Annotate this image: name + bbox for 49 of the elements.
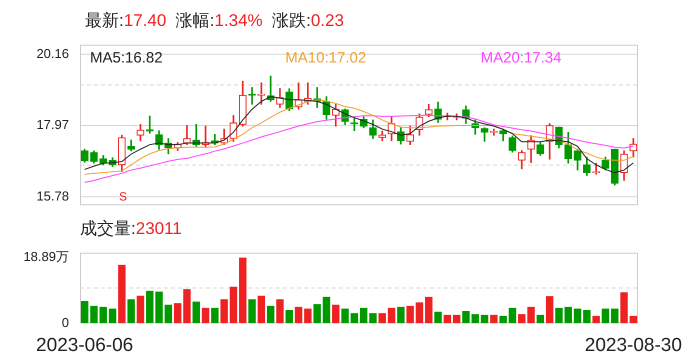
- annotation: S: [118, 190, 128, 204]
- bar: [127, 299, 135, 324]
- bar: [602, 308, 610, 324]
- chart-title: 成交量:23011: [80, 219, 182, 238]
- text: MA10:17.02: [285, 49, 366, 66]
- bar: [434, 312, 442, 324]
- bar: [490, 314, 498, 324]
- y-tick-label: 15.78: [36, 188, 69, 204]
- bar: [527, 306, 535, 324]
- bar: [118, 264, 126, 324]
- bar: [108, 308, 116, 324]
- bar: [480, 314, 488, 324]
- bar: [248, 299, 256, 324]
- bar: [592, 316, 600, 324]
- y-tick-label: 0: [62, 314, 69, 330]
- bar: [536, 314, 544, 324]
- bar: [555, 308, 563, 324]
- bar: [136, 296, 144, 324]
- chart-title: 最新:17.40 涨幅:1.34% 涨跌:0.23: [85, 11, 344, 30]
- bar: [276, 299, 284, 324]
- bar: [332, 304, 340, 324]
- bar: [202, 308, 210, 324]
- bar: [211, 308, 219, 324]
- bar: [452, 314, 460, 324]
- y-tick-label: 17.97: [36, 117, 69, 132]
- bar: [425, 296, 432, 324]
- bar: [611, 308, 618, 324]
- x-tick-label: 2023-08-30: [584, 334, 682, 356]
- bar: [239, 258, 246, 324]
- bar: [397, 306, 405, 324]
- text: MA5:16.82: [90, 49, 163, 66]
- bar: [146, 290, 154, 324]
- bar: [472, 314, 479, 324]
- bar: [518, 314, 526, 324]
- bar: [462, 311, 470, 324]
- bar: [388, 308, 396, 324]
- y-tick-label: 20.16: [36, 46, 69, 61]
- x-tick-label: 2023-06-06: [36, 334, 134, 356]
- bar: [258, 296, 266, 324]
- y-tick-label: 18.89万: [23, 249, 69, 264]
- bar: [378, 313, 386, 324]
- bar: [100, 306, 107, 324]
- bar: [444, 314, 452, 324]
- bar: [266, 306, 274, 324]
- bar: [286, 310, 293, 324]
- text: MA20:17.34: [480, 49, 562, 66]
- bar: [546, 296, 554, 324]
- bar: [192, 302, 200, 324]
- bar: [564, 306, 572, 324]
